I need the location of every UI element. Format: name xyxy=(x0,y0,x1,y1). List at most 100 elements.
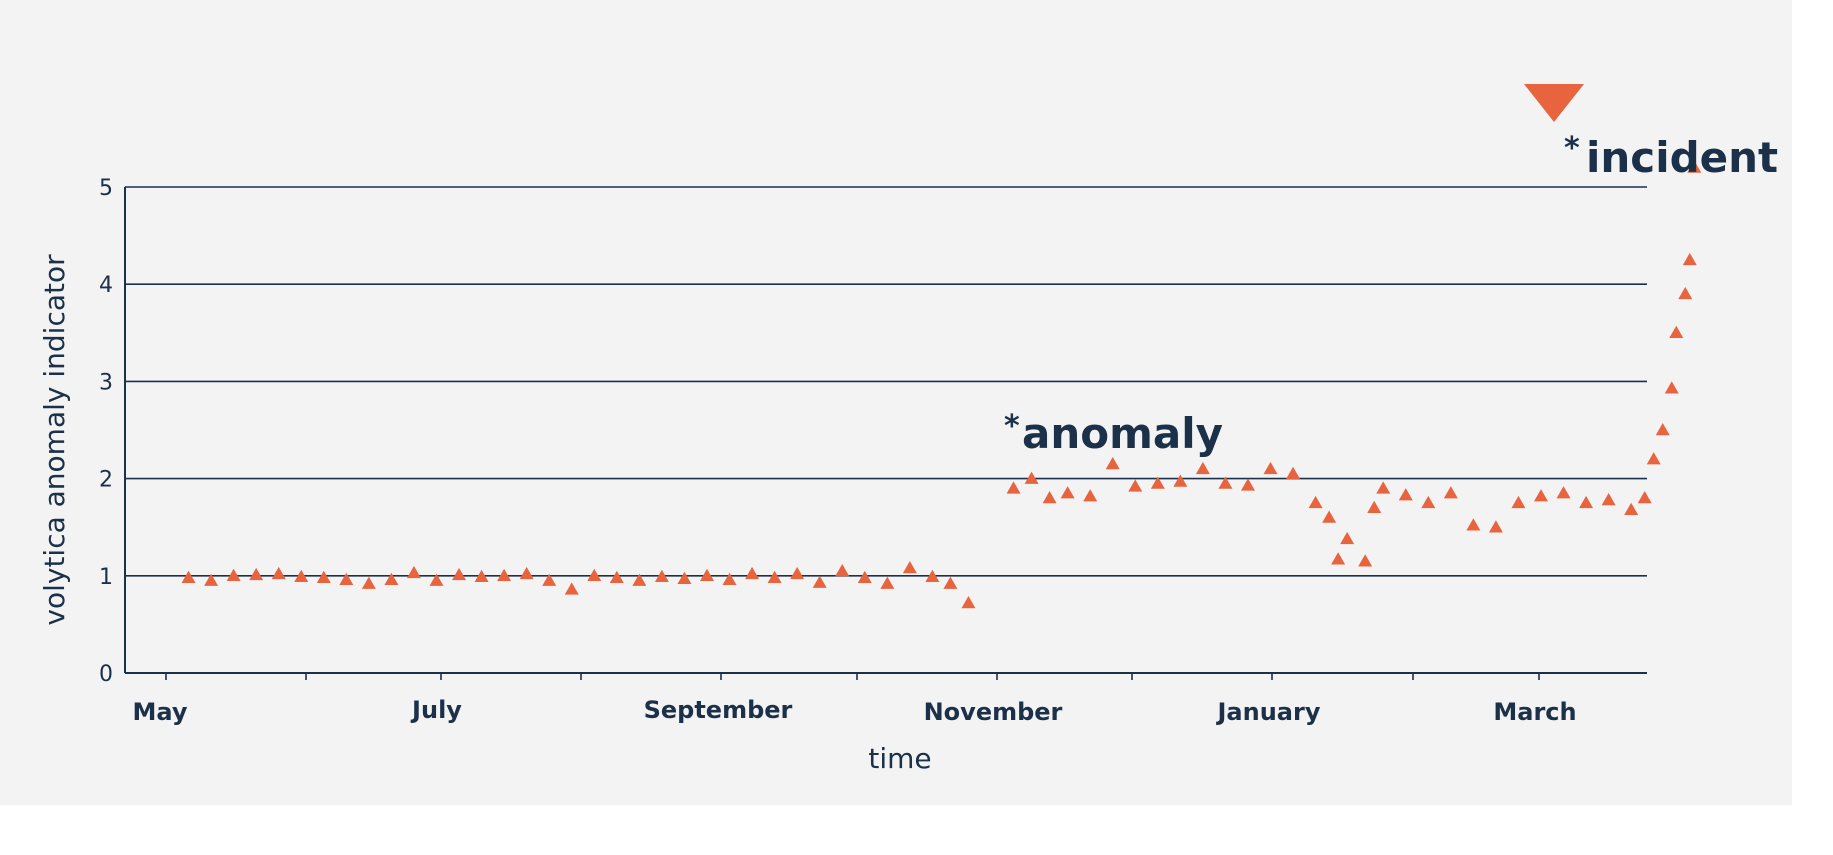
data-point xyxy=(452,567,467,581)
anomaly-annotation: * anomaly xyxy=(1004,409,1223,458)
data-point xyxy=(294,569,309,583)
data-point xyxy=(1637,491,1652,504)
data-point xyxy=(1308,495,1323,509)
data-point xyxy=(699,568,714,582)
data-point xyxy=(1006,481,1021,494)
data-point xyxy=(1601,492,1616,506)
data-point xyxy=(1240,478,1255,491)
data-point xyxy=(542,573,557,586)
data-point xyxy=(429,573,444,586)
incident-star: * xyxy=(1564,131,1580,166)
data-point xyxy=(632,573,647,586)
x-tick-label-may: May xyxy=(133,698,188,726)
data-point xyxy=(1042,491,1057,504)
y-tick-label-0: 0 xyxy=(99,662,113,687)
y-tick-label-1: 1 xyxy=(99,565,113,590)
data-point xyxy=(835,563,850,577)
data-point xyxy=(961,596,976,609)
data-point xyxy=(587,568,602,582)
x-axis-title: time xyxy=(868,742,931,775)
y-tick-label-4: 4 xyxy=(99,273,113,298)
data-point xyxy=(1443,486,1458,499)
data-point xyxy=(1340,531,1355,545)
x-tick-label-november: November xyxy=(924,698,1063,726)
data-point xyxy=(677,571,692,584)
data-point xyxy=(767,570,782,583)
incident-label: incident xyxy=(1586,133,1778,182)
data-point xyxy=(609,570,624,583)
chart-panel xyxy=(0,0,1792,805)
x-tick-label-march: March xyxy=(1493,698,1576,726)
data-point xyxy=(902,561,917,574)
data-point xyxy=(1286,466,1301,479)
data-point xyxy=(1624,502,1639,515)
data-point xyxy=(790,566,805,580)
anomaly-star: * xyxy=(1004,409,1020,444)
data-point xyxy=(1579,495,1594,509)
data-point xyxy=(271,566,286,580)
data-point xyxy=(1655,423,1670,436)
data-point xyxy=(361,576,376,589)
data-point xyxy=(1024,471,1039,484)
data-point xyxy=(1150,476,1165,489)
data-point xyxy=(1195,461,1210,475)
data-point xyxy=(1367,500,1382,514)
data-point xyxy=(1511,495,1526,509)
data-point xyxy=(1556,486,1571,499)
data-point xyxy=(519,566,534,580)
data-point xyxy=(204,573,219,586)
data-point xyxy=(384,572,399,585)
data-point xyxy=(564,582,579,595)
data-point xyxy=(249,567,264,581)
data-point xyxy=(1669,325,1684,339)
data-point xyxy=(654,569,669,583)
data-point xyxy=(745,566,760,580)
y-axis-title: volytica anomaly indicator xyxy=(38,254,71,626)
data-point xyxy=(925,569,940,583)
data-point xyxy=(1322,510,1337,523)
data-point xyxy=(1218,476,1233,489)
data-point xyxy=(1331,552,1346,565)
data-point xyxy=(1358,554,1373,567)
data-point xyxy=(1128,479,1143,492)
incident-annotation: * incident xyxy=(1524,84,1778,182)
x-tick-label-january: January xyxy=(1216,698,1321,726)
data-point xyxy=(1173,474,1188,487)
x-tick-label-july: July xyxy=(410,696,462,724)
data-point xyxy=(857,570,872,583)
data-point xyxy=(1083,489,1098,502)
x-tick-label-september: September xyxy=(644,696,793,724)
data-point xyxy=(1646,452,1661,465)
data-point xyxy=(1678,286,1693,300)
data-point xyxy=(1664,381,1679,394)
data-point xyxy=(1421,495,1436,509)
data-point xyxy=(943,576,958,589)
data-point xyxy=(1060,486,1075,499)
data-point xyxy=(722,572,737,585)
incident-marker xyxy=(1524,84,1584,122)
data-point xyxy=(406,565,421,579)
data-point xyxy=(226,568,241,582)
data-point xyxy=(812,575,827,588)
y-tick-label-3: 3 xyxy=(99,370,113,395)
data-point xyxy=(316,570,331,583)
data-points xyxy=(181,160,1702,609)
data-point xyxy=(1687,160,1702,173)
data-point xyxy=(880,576,895,589)
y-tick-label-2: 2 xyxy=(99,468,113,493)
y-tick-labels: 0 1 2 3 4 5 xyxy=(99,176,113,687)
data-point xyxy=(1466,518,1481,531)
data-point xyxy=(1398,488,1413,501)
x-tick-labels: May July September November January March xyxy=(133,696,1577,726)
y-tick-label-5: 5 xyxy=(99,176,113,201)
gridlines xyxy=(125,186,1647,577)
anomaly-label: anomaly xyxy=(1022,409,1223,458)
data-point xyxy=(474,569,489,583)
axes xyxy=(124,187,1647,680)
data-point xyxy=(497,568,512,582)
data-point xyxy=(1376,481,1391,494)
data-point xyxy=(1105,457,1120,470)
data-point xyxy=(339,572,354,585)
data-point xyxy=(1263,461,1278,475)
